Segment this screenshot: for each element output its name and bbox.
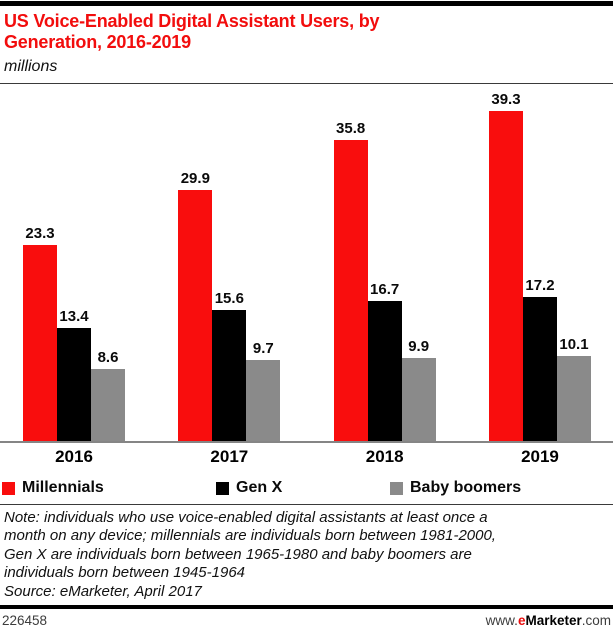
bar-col-baby-boomers-2016: 8.6 <box>91 349 125 441</box>
legend-divider <box>0 504 613 505</box>
bar-value-label: 29.9 <box>180 170 210 187</box>
legend-swatch-baby-boomers <box>390 481 403 495</box>
chart-legend: Millennials Gen X Baby boomers <box>0 476 613 504</box>
bar-gen-x-2017 <box>212 310 247 441</box>
chart-footer: 226458 www.eMarketer.com <box>0 609 613 628</box>
brand-rest: Marketer <box>525 613 582 629</box>
url-suffix: .com <box>581 613 611 629</box>
bar-col-baby-boomers-2017: 9.7 <box>246 340 281 441</box>
chart-plot: 23.3 13.4 8.6 29.9 15.6 9.7 35.8 16.7 9.9 39.3 17.… <box>0 84 613 441</box>
legend-label: Baby boomers <box>410 479 522 496</box>
bar-value-label: 15.6 <box>214 290 244 307</box>
legend-swatch-gen-x <box>216 481 229 495</box>
legend-item-gen-x: Gen X <box>216 479 282 497</box>
x-axis-line <box>0 441 613 443</box>
bar-col-baby-boomers-2019: 10.1 <box>556 336 591 441</box>
bar-gen-x-2018 <box>367 301 402 441</box>
bar-millennials-2017 <box>178 190 213 441</box>
source-text: Source: eMarketer, April 2017 <box>4 582 202 600</box>
legend-swatch-millennials <box>2 481 15 495</box>
x-axis-label-2016: 2016 <box>55 447 93 466</box>
bar-col-gen-x-2018: 16.7 <box>367 281 402 441</box>
note-text: Note: individuals who use voice-enabled … <box>4 509 496 582</box>
page-title: US Voice-Enabled Digital Assistant Users… <box>4 11 380 52</box>
bar-gen-x-2019 <box>522 297 557 441</box>
bar-gen-x-2016 <box>57 328 91 441</box>
bar-col-millennials-2016: 23.3 <box>23 225 57 441</box>
bar-col-millennials-2017: 29.9 <box>178 170 213 441</box>
legend-label: Gen X <box>236 479 283 496</box>
bar-col-gen-x-2019: 17.2 <box>522 277 557 441</box>
bar-millennials-2016 <box>23 245 57 441</box>
url-prefix: www. <box>485 613 518 629</box>
bottom-rule <box>0 605 613 610</box>
chart-units-label: millions <box>4 58 58 75</box>
bar-col-millennials-2019: 39.3 <box>488 91 523 441</box>
bar-value-label: 17.2 <box>525 277 555 294</box>
bar-col-millennials-2018: 35.8 <box>333 120 368 441</box>
brand-e: e <box>517 613 526 629</box>
header-divider <box>0 83 613 84</box>
chart-id: 226458 <box>2 613 48 629</box>
bar-value-label: 13.4 <box>59 308 89 325</box>
bar-value-label: 35.8 <box>336 120 366 137</box>
chart-header: US Voice-Enabled Digital Assistant Users… <box>0 6 613 76</box>
bar-millennials-2019 <box>488 111 523 441</box>
bar-baby-boomers-2016 <box>91 369 125 441</box>
bar-col-baby-boomers-2018: 9.9 <box>401 338 436 441</box>
bar-value-label: 16.7 <box>370 281 400 298</box>
legend-item-baby-boomers: Baby boomers <box>390 479 521 497</box>
bar-group-2019: 39.3 17.2 10.1 <box>488 91 591 441</box>
x-axis-labels: 2016 2017 2018 2019 <box>0 443 613 467</box>
bar-value-label: 23.3 <box>25 225 55 242</box>
bar-value-label: 9.9 <box>408 338 430 355</box>
bar-baby-boomers-2018 <box>401 358 436 441</box>
bar-group-2017: 29.9 15.6 9.7 <box>178 170 281 441</box>
bar-group-2018: 35.8 16.7 9.9 <box>333 120 436 441</box>
emarketer-url: www.eMarketer.com <box>486 613 611 628</box>
bar-baby-boomers-2017 <box>246 360 281 441</box>
chart-notes: Note: individuals who use voice-enabled … <box>0 505 613 603</box>
bar-col-gen-x-2017: 15.6 <box>212 290 247 441</box>
x-axis-label-2018: 2018 <box>365 447 404 466</box>
bar-group-2016: 23.3 13.4 8.6 <box>23 225 125 441</box>
top-rule <box>0 1 613 6</box>
x-axis-label-2017: 2017 <box>210 447 249 466</box>
bar-millennials-2018 <box>333 140 368 441</box>
bar-value-label: 9.7 <box>252 340 274 357</box>
bar-value-label: 8.6 <box>97 349 119 366</box>
bar-col-gen-x-2016: 13.4 <box>57 308 91 441</box>
legend-label: Millennials <box>22 479 104 496</box>
bar-value-label: 39.3 <box>491 91 521 108</box>
bar-baby-boomers-2019 <box>556 356 591 441</box>
x-axis-label-2019: 2019 <box>521 447 559 466</box>
bar-value-label: 10.1 <box>559 336 589 353</box>
legend-item-millennials: Millennials <box>2 479 104 497</box>
